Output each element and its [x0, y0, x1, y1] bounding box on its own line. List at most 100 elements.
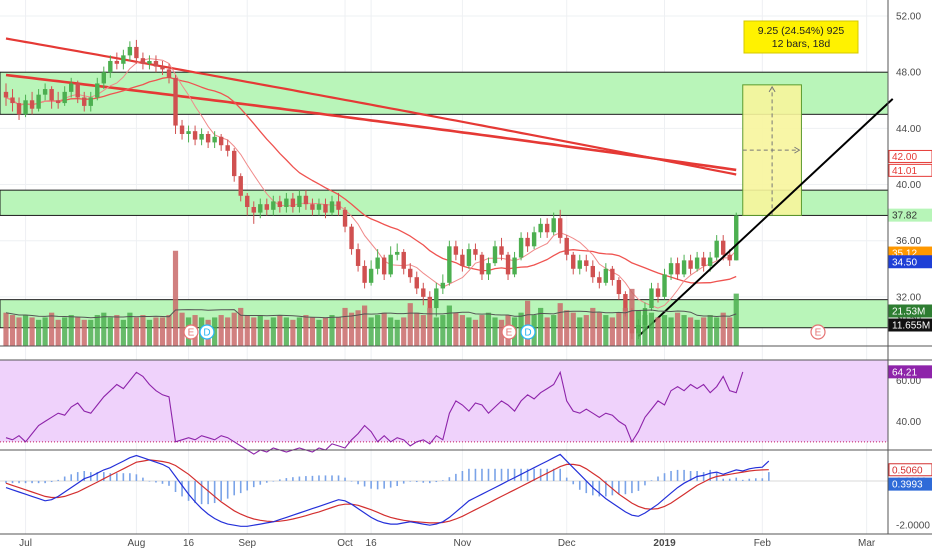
macd-hist-bar-78	[513, 468, 516, 481]
macd-hist-bar-51	[337, 475, 340, 481]
macd-hist-bar-35	[233, 480, 235, 496]
candle-body-51	[336, 201, 341, 210]
volume-bar-9	[62, 317, 68, 346]
macd-hist-bar-89	[585, 480, 588, 494]
volume-bar-16	[107, 317, 113, 346]
volume-bar-22	[146, 319, 153, 346]
volume-bar-7	[49, 312, 55, 346]
macd-hist-bar-99	[650, 480, 653, 481]
rsi-tag-label: 64.21	[892, 367, 917, 378]
rsi-tick-0: 60.00	[896, 376, 921, 387]
rsi-band-fill	[0, 360, 888, 442]
volume-bar-20	[133, 317, 139, 346]
candle-body-45	[297, 195, 302, 207]
candle-body-72	[473, 249, 478, 255]
price-tick-1: 48.00	[896, 68, 921, 79]
volume-bar-44	[290, 319, 296, 346]
volume-bar-2	[16, 317, 22, 346]
candle-body-49	[323, 204, 328, 213]
candle-body-60	[395, 251, 400, 255]
candle-body-17	[114, 60, 120, 64]
price-tag-4-label: 34.50	[892, 257, 917, 268]
rsi-tag-bg	[888, 365, 932, 379]
candle-body-54	[355, 249, 361, 266]
volume-bar-54	[355, 310, 361, 346]
volume-bar-96	[629, 288, 635, 346]
candle-body-47	[310, 204, 315, 210]
macd-hist-bar-9	[63, 476, 66, 481]
price-tick-5: 32.00	[896, 292, 921, 303]
volume-bar-21	[140, 315, 146, 346]
candle-body-11	[75, 83, 80, 98]
volume-bar-65	[427, 307, 433, 346]
volume-bar-100	[655, 317, 661, 346]
event-marker-label-2: E	[506, 328, 513, 339]
macd-hist-bar-96	[631, 480, 633, 494]
volume-bar-92	[603, 315, 609, 346]
macd-hist-bar-16	[109, 473, 112, 481]
volume-bar-98	[642, 315, 648, 346]
projection-right-arrowhead	[794, 146, 801, 154]
event-marker-4	[810, 324, 826, 340]
candle-body-1	[10, 97, 15, 104]
price-tag-0-bg	[888, 149, 932, 163]
volume-bar-24	[159, 317, 166, 346]
time-tick-9: Feb	[754, 538, 772, 549]
macd-hist-bar-72	[474, 468, 477, 481]
macd-hist-bar-32	[213, 480, 216, 504]
candle-body-68	[447, 246, 452, 283]
candle-body-78	[512, 257, 517, 275]
macd-hist-bar-5	[37, 480, 40, 484]
volume-bar-61	[401, 317, 407, 346]
macd-hist-bar-57	[376, 480, 379, 490]
projection-box[interactable]	[742, 84, 802, 216]
trend-line[interactable]	[637, 98, 894, 337]
candle-body-23	[153, 60, 159, 67]
candle-body-16	[108, 60, 113, 73]
volume-bar-51	[335, 317, 342, 346]
candle-body-10	[69, 83, 74, 92]
candle-body-63	[414, 277, 419, 289]
macd-hist-bar-68	[448, 477, 451, 481]
macd-hist-bar-82	[539, 468, 542, 481]
candle-body-73	[479, 254, 485, 275]
macd-hist-bar-8	[57, 479, 59, 481]
volume-tag-0-bg	[888, 304, 932, 318]
event-marker-label-3: D	[524, 328, 531, 339]
candle-body-61	[401, 251, 406, 269]
time-axis[interactable]: Jul Aug 16 Sep Oct 16 Nov Dec 2019 Feb Mar	[19, 538, 876, 549]
macd-line	[5, 453, 770, 527]
candle-body-80	[525, 237, 530, 247]
volume-bar-3	[22, 315, 29, 346]
volume-bar-32	[212, 317, 218, 346]
volume-bar-34	[225, 317, 231, 346]
volume-tag-0-label: 21.53M	[892, 307, 925, 318]
macd-hist-bar-17	[116, 473, 118, 481]
macd-hist-bar-37	[246, 480, 249, 491]
event-marker-label-4: E	[815, 328, 822, 339]
candle-body-77	[505, 254, 511, 275]
volume-bar-41	[270, 317, 276, 346]
macd-hist-bar-76	[500, 468, 503, 481]
info-box-bg	[743, 20, 859, 54]
candle-body-82	[538, 223, 543, 233]
candle-body-65	[427, 296, 432, 309]
time-tick-0: Jul	[19, 538, 32, 549]
volume-bar-38	[251, 317, 257, 346]
price-tag-4-bg	[888, 255, 932, 269]
volume-bar-108	[707, 315, 713, 346]
macd-hist-bar-11	[76, 472, 79, 481]
volume-bar-59	[388, 317, 394, 346]
candle-body-64	[421, 288, 426, 297]
macd-hist-bar-53	[350, 480, 353, 482]
macd-hist-bar-33	[220, 480, 222, 501]
macd-hist-bar-104	[683, 469, 685, 481]
candle-body-5	[36, 94, 41, 109]
volume-bar-112	[733, 293, 739, 346]
candle-body-90	[590, 265, 595, 278]
info-box-line2: 12 bars, 18d	[772, 38, 831, 50]
volume-bar-35	[231, 312, 237, 346]
candle-body-110	[721, 240, 726, 255]
